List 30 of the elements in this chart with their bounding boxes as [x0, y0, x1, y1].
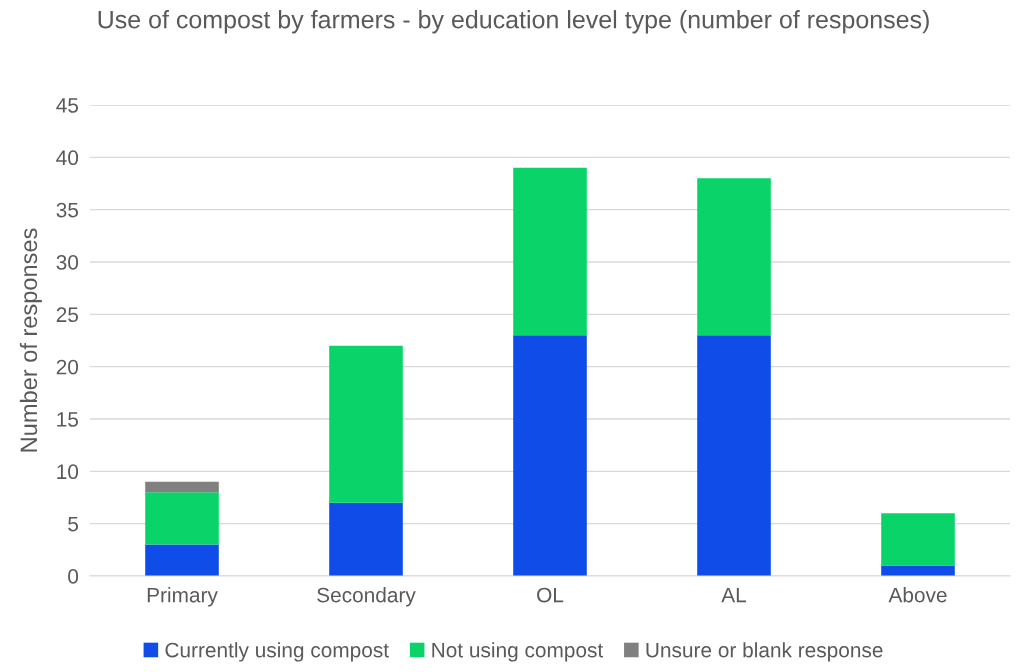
x-tick-label: OL — [537, 587, 564, 603]
bar — [513, 335, 587, 576]
y-tick-label: 40 — [56, 150, 79, 166]
x-tick-label: AL — [721, 587, 747, 603]
bar — [329, 345, 403, 503]
bar — [513, 167, 587, 336]
y-tick-label: 15 — [57, 412, 79, 427]
x-tick-label: Primary — [147, 587, 218, 607]
bar — [145, 492, 219, 545]
bar — [145, 481, 219, 493]
y-tick-label: 5 — [68, 516, 79, 532]
y-tick-label: 35 — [56, 202, 79, 218]
x-tick-label: Above — [888, 587, 947, 603]
bar — [697, 335, 771, 576]
y-tick-label: 45 — [56, 98, 79, 113]
y-tick-label: 0 — [68, 569, 79, 584]
y-tick-label: 20 — [56, 359, 79, 375]
y-tick-label: 10 — [57, 464, 79, 480]
legend-label: Not using compost — [432, 642, 604, 662]
bar — [881, 513, 955, 566]
y-axis-title: Number of responses — [19, 228, 42, 452]
bar — [329, 502, 403, 576]
x-tick-label: Secondary — [317, 587, 416, 607]
bar — [145, 544, 219, 576]
bar — [697, 178, 771, 336]
y-tick-label: 25 — [56, 307, 79, 323]
legend-label: Currently using compost — [165, 642, 389, 662]
legend-label: Unsure or blank response — [646, 642, 883, 662]
y-tick-label: 30 — [56, 255, 79, 270]
chart-title: Use of compost by farmers - by education level type (number of responses) — [98, 10, 929, 34]
